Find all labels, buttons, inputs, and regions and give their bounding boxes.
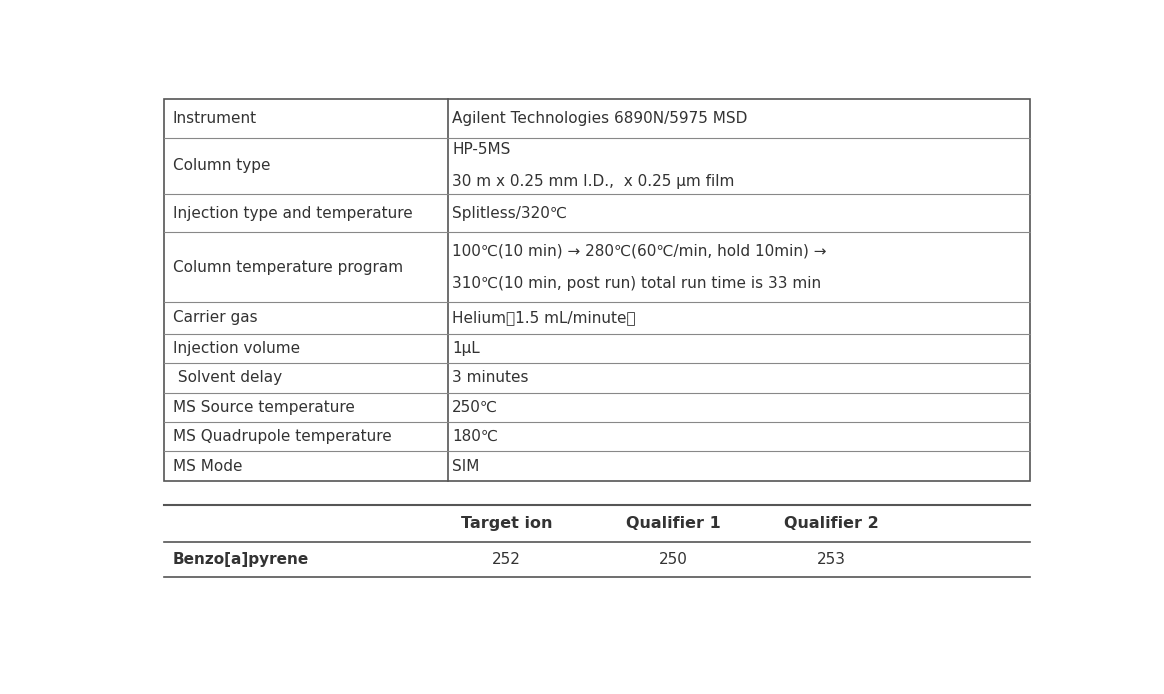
- Text: 253: 253: [817, 552, 845, 567]
- Text: 250: 250: [659, 552, 688, 567]
- Text: 180℃: 180℃: [453, 430, 498, 444]
- Text: 100℃(10 min) → 280℃(60℃/min, hold 10min) →: 100℃(10 min) → 280℃(60℃/min, hold 10min)…: [453, 244, 826, 259]
- Text: Column type: Column type: [172, 158, 270, 174]
- Bar: [163, 99, 1029, 481]
- Text: Column temperature program: Column temperature program: [172, 260, 403, 275]
- Text: Helium（1.5 mL/minute）: Helium（1.5 mL/minute）: [453, 310, 636, 325]
- Text: Target ion: Target ion: [461, 516, 552, 531]
- Text: MS Quadrupole temperature: MS Quadrupole temperature: [172, 430, 391, 444]
- Text: MS Mode: MS Mode: [172, 459, 242, 474]
- Text: Agilent Technologies 6890N/5975 MSD: Agilent Technologies 6890N/5975 MSD: [453, 111, 747, 126]
- Text: Benzo[a]pyrene: Benzo[a]pyrene: [172, 552, 308, 567]
- Text: HP-5MS: HP-5MS: [453, 142, 511, 158]
- Text: MS Source temperature: MS Source temperature: [172, 400, 354, 415]
- Text: Carrier gas: Carrier gas: [172, 310, 257, 325]
- Text: Qualifier 1: Qualifier 1: [626, 516, 721, 531]
- Text: Qualifier 2: Qualifier 2: [783, 516, 879, 531]
- Text: 310℃(10 min, post run) total run time is 33 min: 310℃(10 min, post run) total run time is…: [453, 276, 822, 291]
- Text: Injection type and temperature: Injection type and temperature: [172, 205, 412, 221]
- Text: 30 m x 0.25 mm I.D.,  x 0.25 μm film: 30 m x 0.25 mm I.D., x 0.25 μm film: [453, 174, 734, 189]
- Text: Injection volume: Injection volume: [172, 341, 299, 356]
- Text: 1μL: 1μL: [453, 341, 480, 356]
- Text: 252: 252: [492, 552, 520, 567]
- Text: SIM: SIM: [453, 459, 480, 474]
- Text: 3 minutes: 3 minutes: [453, 371, 528, 385]
- Text: Instrument: Instrument: [172, 111, 257, 126]
- Text: Splitless/320℃: Splitless/320℃: [453, 205, 567, 221]
- Text: Solvent delay: Solvent delay: [172, 371, 282, 385]
- Text: 250℃: 250℃: [453, 400, 498, 415]
